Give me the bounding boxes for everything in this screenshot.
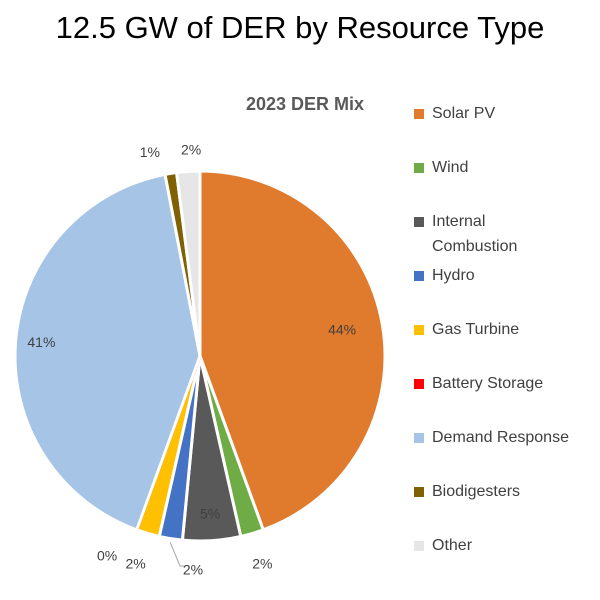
legend-item: Other xyxy=(414,536,599,558)
legend-item: Demand Response xyxy=(414,428,599,450)
legend-item: Biodigesters xyxy=(414,482,599,504)
legend-item: Solar PV xyxy=(414,104,599,126)
legend-label: Hydro xyxy=(432,267,475,284)
page-title: 12.5 GW of DER by Resource Type xyxy=(55,10,545,45)
legend-swatch xyxy=(414,487,424,497)
legend-swatch xyxy=(414,271,424,281)
legend-label: Other xyxy=(432,537,473,554)
legend-item: Gas Turbine xyxy=(414,320,599,342)
legend-label: Demand Response xyxy=(432,429,569,446)
legend-label: Biodigesters xyxy=(432,483,521,500)
legend-swatch xyxy=(414,217,424,227)
legend-label: Internal Combustion xyxy=(432,213,518,255)
legend-label: Gas Turbine xyxy=(432,321,520,338)
legend-swatch xyxy=(414,163,424,173)
data-label: 44% xyxy=(328,322,356,338)
legend-swatch xyxy=(414,109,424,119)
legend-label: Solar PV xyxy=(432,105,496,122)
legend-swatch xyxy=(414,433,424,443)
legend-item: Hydro xyxy=(414,266,599,288)
legend-swatch xyxy=(414,541,424,551)
chart-title: 2023 DER Mix xyxy=(246,94,364,114)
data-label: 1% xyxy=(140,144,160,160)
leader-line xyxy=(169,542,184,567)
legend-label: Wind xyxy=(432,159,469,176)
legend-swatch xyxy=(414,379,424,389)
legend-swatch xyxy=(414,325,424,335)
data-label: 2% xyxy=(183,562,203,578)
legend-item: Internal Combustion xyxy=(414,212,599,259)
data-label: 2% xyxy=(126,556,146,572)
data-label: 2% xyxy=(181,142,201,158)
legend-item: Battery Storage xyxy=(414,374,599,396)
pie-slice-solar-pv xyxy=(198,169,387,532)
legend-label: Battery Storage xyxy=(432,375,544,392)
pie-slice-demand-response xyxy=(13,172,202,532)
data-label: 2% xyxy=(252,556,272,572)
pie-slice-other xyxy=(174,169,202,357)
data-label: 41% xyxy=(27,334,55,350)
legend-item: Wind xyxy=(414,158,599,180)
data-label: 5% xyxy=(200,505,220,521)
data-label: 0% xyxy=(97,547,117,563)
